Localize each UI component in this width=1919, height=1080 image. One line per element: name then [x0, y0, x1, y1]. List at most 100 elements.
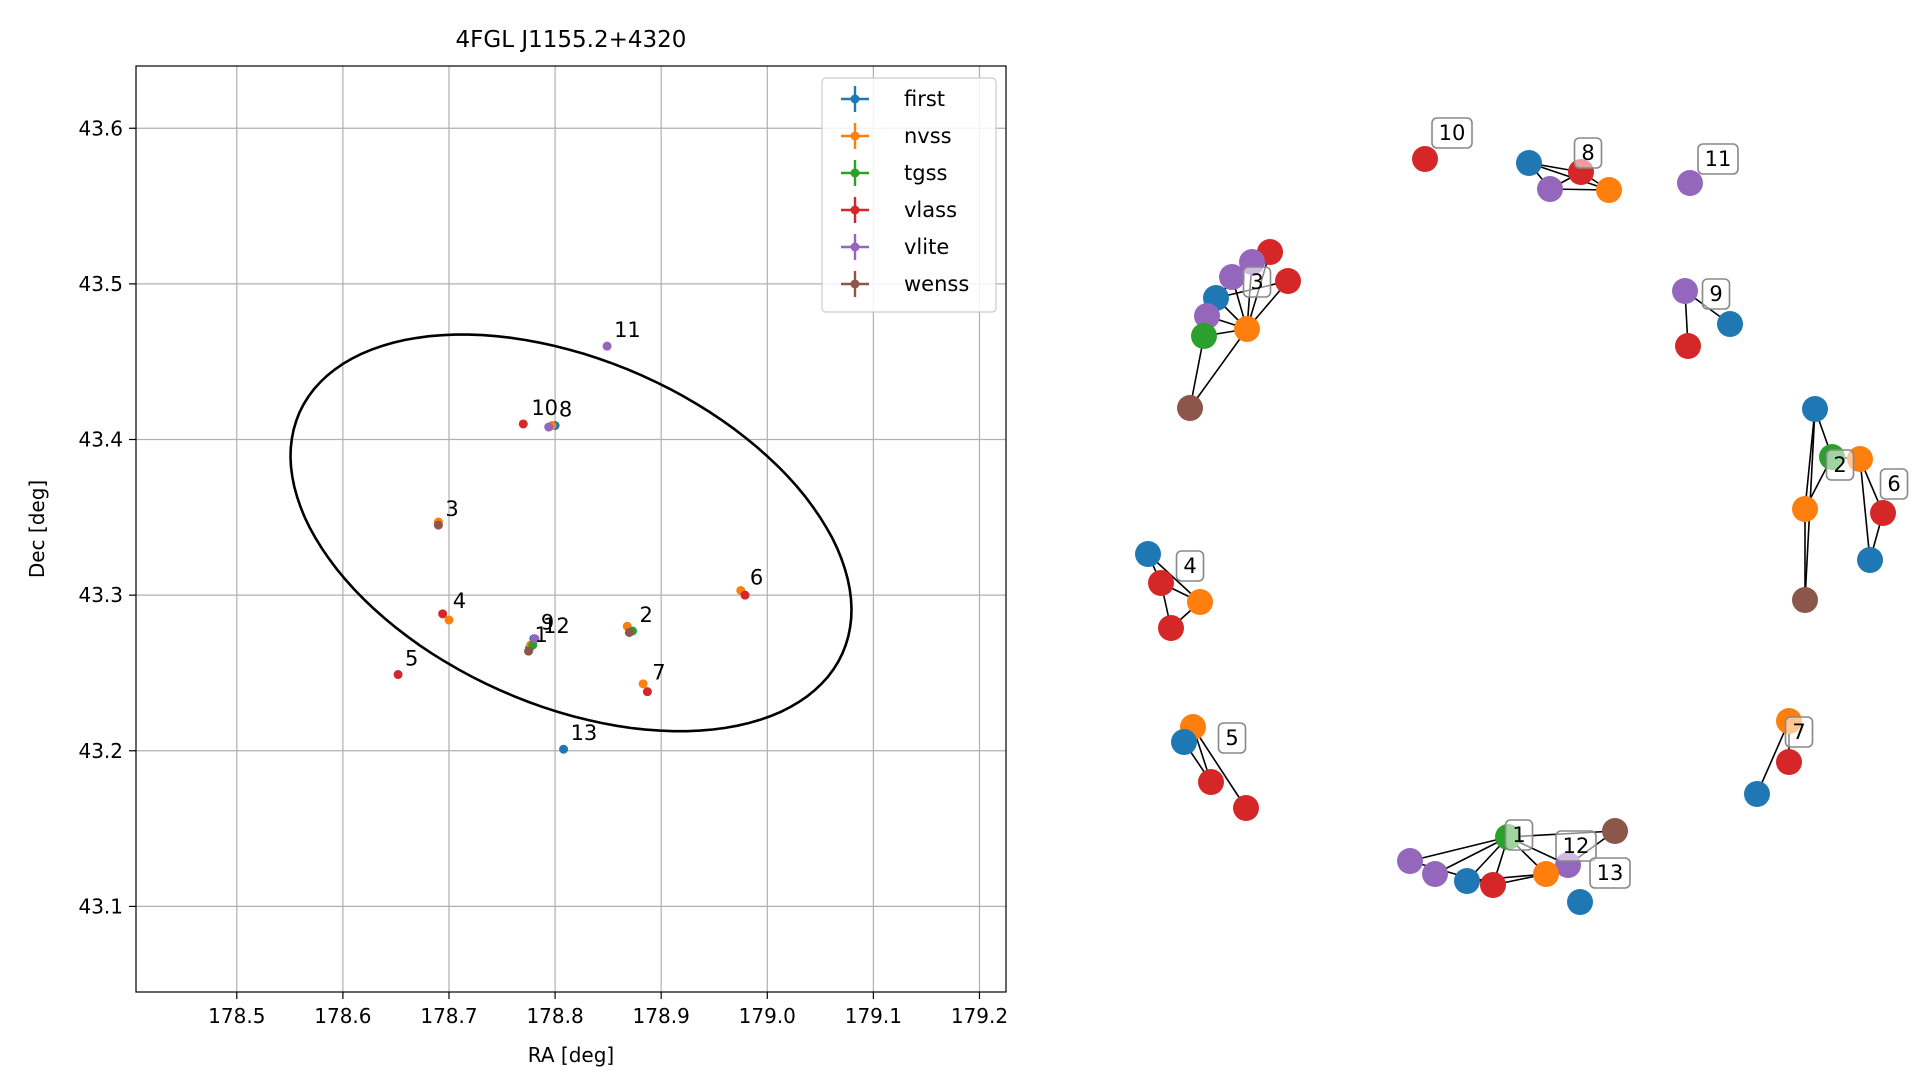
uncertainty-ellipse-layer	[289, 333, 853, 733]
legend-marker-dot	[850, 94, 860, 104]
graph-nodes	[1135, 146, 1896, 915]
legend-label: vlass	[904, 198, 957, 222]
cluster-label-text: 3	[1250, 270, 1263, 294]
node-vlite	[1537, 176, 1563, 202]
legend-marker-dot	[850, 242, 860, 252]
cluster-label-2: 2	[1825, 449, 1855, 481]
legend-item-wenss[interactable]: wenss	[841, 271, 969, 297]
annotation-1: 1	[535, 623, 548, 647]
y-tick-label: 43.2	[78, 739, 123, 763]
legend-item-nvss[interactable]: nvss	[841, 123, 952, 149]
annotation-5: 5	[405, 647, 418, 671]
annotation-6: 6	[750, 566, 763, 590]
point-vlite	[530, 634, 540, 644]
cluster-label-13: 13	[1589, 857, 1631, 889]
point-wenss	[524, 646, 534, 656]
x-tick-label: 179.1	[845, 1004, 902, 1028]
legend-item-vlite[interactable]: vlite	[841, 234, 949, 260]
annotation-12: 12	[543, 614, 570, 638]
annotation-10: 10	[531, 396, 558, 420]
node-nvss	[1187, 589, 1213, 615]
node-first	[1717, 311, 1743, 337]
point-vlass	[438, 609, 448, 619]
cluster-label-box	[1589, 857, 1631, 889]
point-vlass	[518, 419, 528, 429]
x-tick-label: 178.8	[526, 1004, 583, 1028]
legend-label: nvss	[904, 124, 952, 148]
x-tick-label: 179.0	[739, 1004, 796, 1028]
cluster-label-text: 10	[1439, 121, 1466, 145]
legend-item-vlass[interactable]: vlass	[841, 197, 957, 223]
node-tgss	[1191, 323, 1217, 349]
x-tick-label: 178.7	[420, 1004, 477, 1028]
legend-item-first[interactable]: first	[841, 86, 945, 112]
y-tick-label: 43.4	[78, 428, 123, 452]
point-first	[559, 744, 569, 754]
node-vlass	[1480, 872, 1506, 898]
cluster-label-10: 10	[1431, 117, 1473, 149]
node-vlass	[1148, 570, 1174, 596]
cluster-label-text: 13	[1597, 861, 1624, 885]
data-points	[393, 341, 750, 754]
cluster-label-box	[1701, 278, 1731, 310]
graph-edge	[1756, 720, 1790, 795]
legend-label: vlite	[904, 235, 949, 259]
cluster-label-1: 1	[1504, 819, 1534, 851]
node-vlass	[1275, 268, 1301, 294]
node-wenss	[1792, 587, 1818, 613]
cluster-label-11: 11	[1697, 143, 1739, 175]
cluster-label-box	[1242, 266, 1272, 298]
cluster-label-3: 3	[1242, 266, 1272, 298]
x-tick-label: 178.9	[633, 1004, 690, 1028]
cluster-label-box	[1825, 449, 1855, 481]
y-tick-label: 43.3	[78, 583, 123, 607]
cluster-label-box	[1784, 716, 1814, 748]
legend-label: tgss	[904, 161, 947, 185]
node-nvss	[1792, 496, 1818, 522]
node-vlite	[1672, 278, 1698, 304]
y-axis-label: Dec [deg]	[25, 480, 49, 578]
node-vlite	[1194, 303, 1220, 329]
legend-label: first	[904, 87, 945, 111]
node-vlite	[1397, 848, 1423, 874]
axes-frame	[135, 65, 1007, 993]
node-vlass	[1198, 769, 1224, 795]
node-wenss	[1602, 818, 1628, 844]
node-vlass	[1233, 795, 1259, 821]
node-vlite	[1422, 861, 1448, 887]
x-axis-label: RA [deg]	[528, 1043, 614, 1067]
annotation-11: 11	[614, 318, 641, 342]
cluster-label-9: 9	[1701, 278, 1731, 310]
legend-marker-dot	[850, 168, 860, 178]
cluster-label-text: 11	[1705, 147, 1732, 171]
cluster-label-text: 7	[1792, 720, 1805, 744]
node-vlass	[1158, 615, 1184, 641]
node-first	[1802, 396, 1828, 422]
point-nvss	[638, 679, 648, 689]
point-vlass	[740, 590, 750, 600]
point-wenss	[433, 520, 443, 530]
point-vlass	[393, 670, 403, 680]
point-vlite	[602, 341, 612, 351]
node-nvss	[1596, 177, 1622, 203]
cluster-label-text: 2	[1833, 453, 1846, 477]
node-nvss	[1234, 316, 1260, 342]
axis-ticks: 178.5 178.6 178.7 178.8 178.9 179.0 179.1 179.2…	[78, 116, 1008, 1028]
cluster-label-box	[1879, 468, 1909, 500]
legend-marker-dot	[850, 279, 860, 289]
cluster-label-box	[1431, 117, 1473, 149]
legend[interactable]: first nvss tgss vlass vlite wenss	[821, 77, 997, 313]
annotation-13: 13	[571, 721, 598, 745]
cluster-label-4: 4	[1175, 550, 1205, 582]
y-tick-label: 43.1	[78, 894, 123, 918]
legend-marker-dot	[850, 205, 860, 215]
annotation-2: 2	[640, 603, 653, 627]
node-vlass	[1675, 333, 1701, 359]
point-vlite	[544, 422, 554, 432]
legend-item-tgss[interactable]: tgss	[841, 160, 947, 186]
node-vlass	[1776, 749, 1802, 775]
